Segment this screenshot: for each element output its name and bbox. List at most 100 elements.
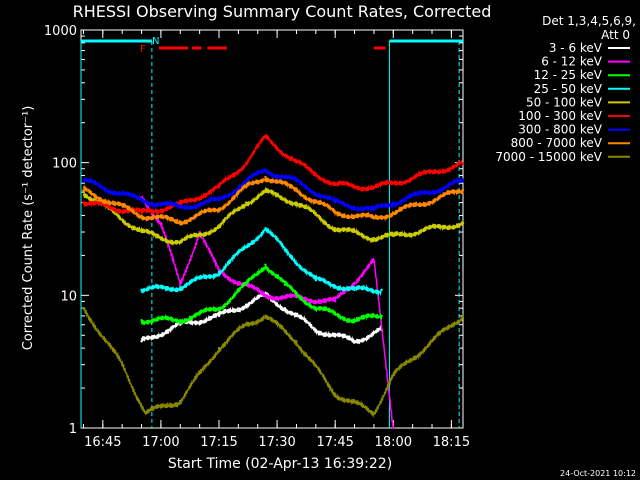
data-point [179, 283, 182, 287]
data-point [314, 328, 318, 331]
data-point [333, 211, 337, 214]
data-point [244, 323, 248, 326]
data-point [140, 318, 143, 322]
data-point [314, 279, 318, 282]
data-point [217, 207, 221, 210]
data-point [353, 340, 356, 343]
legend-label: 6 - 12 keV [541, 55, 603, 69]
data-point [430, 340, 434, 343]
series-line [140, 195, 395, 429]
data-point [461, 314, 465, 318]
data-point [179, 206, 182, 209]
data-point [372, 217, 376, 220]
data-point [372, 186, 376, 189]
data-point [392, 234, 395, 238]
data-point [217, 186, 221, 189]
series-line [82, 306, 464, 419]
data-point [264, 263, 267, 266]
data-point [244, 303, 248, 306]
data-point [217, 225, 221, 228]
data-point [333, 300, 337, 303]
data-point [392, 182, 395, 185]
data-point [392, 374, 395, 377]
data-point [140, 340, 143, 343]
data-point [295, 189, 298, 192]
chart-title: RHESSI Observing Summary Count Rates, Co… [73, 2, 492, 21]
data-point [333, 392, 337, 396]
data-point [372, 208, 376, 212]
data-point [264, 314, 267, 318]
data-point [179, 399, 182, 403]
data-point [264, 168, 267, 172]
series-line [82, 166, 464, 213]
data-point [244, 161, 248, 164]
data-point [179, 318, 182, 322]
data-point [217, 306, 221, 310]
data-point [283, 306, 287, 310]
plot-area: 1 10 100 1000 16:45 17:00 17:15 17:30 17:45 18:00… [44, 24, 470, 450]
data-point [179, 286, 182, 289]
y-tick-label: 10 [60, 289, 77, 304]
data-point [244, 246, 248, 249]
data-point [372, 236, 376, 240]
x-tick-label: 18:00 [375, 435, 412, 450]
data-point [372, 260, 376, 263]
data-point [353, 318, 356, 322]
data-point [264, 136, 267, 139]
data-point [159, 221, 163, 225]
data-point [217, 346, 221, 350]
data-point [264, 175, 267, 179]
series-line [140, 263, 383, 326]
data-point [140, 214, 143, 217]
x-tick-label: 17:45 [316, 435, 353, 450]
footer-date: 24-Oct-2021 10:12 [560, 469, 636, 478]
data-point [140, 288, 143, 292]
data-point [244, 201, 248, 204]
flare-flag-label: F [140, 44, 146, 55]
data-point [217, 270, 221, 274]
series-line [140, 227, 382, 297]
data-point [179, 220, 182, 223]
data-point [264, 294, 267, 297]
data-point [295, 161, 298, 164]
x-tick-label: 17:30 [258, 435, 295, 450]
data-point [392, 211, 395, 214]
legend-label: 800 - 7000 keV [511, 136, 603, 150]
data-point [82, 306, 85, 310]
legend-label: 7000 - 15000 keV [495, 150, 602, 164]
data-point [120, 363, 124, 366]
data-point [283, 248, 287, 252]
data-point [372, 411, 376, 415]
x-tick-label: 17:15 [200, 435, 237, 450]
data-point [82, 179, 85, 182]
y-tick-label: 1 [69, 422, 77, 437]
data-point [461, 221, 465, 225]
data-point [82, 189, 85, 192]
data-point [333, 183, 337, 187]
data-point [353, 288, 356, 292]
data-point [217, 199, 221, 202]
data-point [244, 180, 248, 183]
series-line [82, 186, 464, 247]
data-point [82, 201, 85, 204]
x-tick-label: 16:45 [84, 435, 121, 450]
x-tick-label: 17:00 [142, 435, 179, 450]
data-point [264, 190, 267, 194]
y-axis-label: Corrected Count Rate (s⁻¹ detector⁻¹) [21, 106, 36, 351]
data-point [333, 201, 337, 204]
data-point [217, 314, 221, 318]
data-point [140, 230, 143, 234]
legend-label: 100 - 300 keV [518, 109, 602, 123]
legend-label: 50 - 100 keV [526, 95, 603, 109]
data-point [140, 199, 143, 202]
data-point [461, 180, 465, 183]
series-line [82, 177, 464, 226]
data-point [461, 189, 465, 192]
data-point [295, 201, 298, 204]
series-line [82, 134, 464, 215]
data-point [264, 227, 267, 230]
y-tick-label: 100 [52, 157, 77, 172]
data-point [179, 241, 182, 244]
data-point [392, 201, 395, 204]
